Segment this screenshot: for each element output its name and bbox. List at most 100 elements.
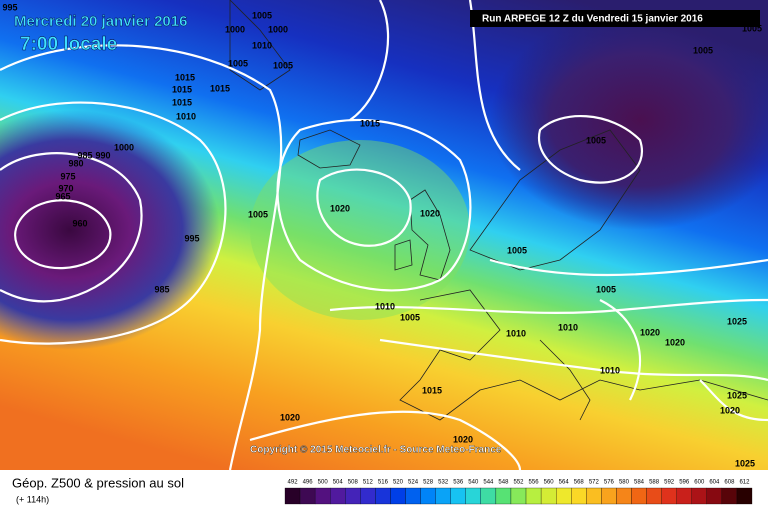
scale-label: 596: [679, 480, 690, 486]
scale-swatch: [330, 487, 346, 505]
isobar-label: 1000: [225, 24, 245, 34]
scale-label: 504: [333, 480, 344, 486]
scale-swatch: [556, 487, 572, 505]
scale-swatch: [736, 487, 753, 505]
scale-label: 496: [303, 480, 314, 486]
scale-swatch: [284, 487, 301, 505]
scale-label: 600: [694, 480, 705, 486]
scale-label: 608: [724, 480, 735, 486]
scale-label: 580: [619, 480, 630, 486]
isobar-label: 1000: [114, 142, 134, 152]
isobar-label: 1005: [742, 23, 762, 33]
isobar-label: 990: [95, 150, 110, 160]
isobar-label: 965: [55, 191, 70, 201]
isobar-label: 1025: [735, 458, 755, 468]
scale-label: 576: [604, 480, 615, 486]
isobar-label: 1020: [420, 208, 440, 218]
scale-swatch: [420, 487, 436, 505]
scale-swatch: [525, 487, 542, 505]
isobar-label: 960: [72, 218, 87, 228]
isobar-label: 1005: [586, 135, 606, 145]
scale-swatch: [691, 487, 707, 505]
isobar-label: 1020: [330, 203, 350, 213]
scale-swatch: [540, 487, 557, 505]
scale-swatch: [299, 487, 316, 505]
scale-swatch: [646, 487, 662, 505]
scale-swatch: [345, 487, 361, 505]
scale-label: 492: [288, 480, 299, 486]
scale-label: 524: [408, 480, 419, 486]
isobar-label: 985: [77, 150, 92, 160]
copyright: Copyright © 2015 Meteociel.fr - Source M…: [250, 445, 502, 456]
isobar-label: 995: [2, 2, 17, 12]
scale-label: 528: [423, 480, 434, 486]
scale-swatch: [510, 487, 527, 505]
scale-swatch: [706, 487, 723, 505]
scale-swatch: [586, 487, 602, 505]
lead-time: (+ 114h): [16, 494, 49, 504]
scale-swatch: [495, 487, 512, 505]
scale-label: 572: [589, 480, 600, 486]
isobar-label: 975: [60, 171, 75, 181]
isobar-label: 1020: [720, 405, 740, 415]
isobar-label: 1000: [268, 24, 288, 34]
scale-swatch: [616, 487, 632, 505]
isobar-label: 1020: [640, 327, 660, 337]
isobars: [0, 0, 768, 470]
run-info: Run ARPEGE 12 Z du Vendredi 15 janvier 2…: [482, 14, 703, 25]
scale-label: 560: [544, 480, 555, 486]
isobar-label: 1010: [506, 328, 526, 338]
low-pressure: [490, 10, 768, 230]
isobar-label: 1015: [210, 83, 230, 93]
scale-label: 584: [634, 480, 645, 486]
isobar-label: 1005: [228, 58, 248, 68]
scale-label: 536: [453, 480, 464, 486]
scale-swatch: [465, 487, 481, 505]
isobar-label: 1010: [252, 40, 272, 50]
scale-label: 604: [709, 480, 720, 486]
scale-swatch: [721, 487, 738, 505]
isobar-label: 1005: [248, 209, 268, 219]
scale-swatch: [360, 487, 376, 505]
isobar-label: 1005: [693, 45, 713, 55]
scale-swatch: [676, 487, 692, 505]
scale-label: 548: [498, 480, 509, 486]
scale-label: 552: [513, 480, 524, 486]
isobar-label: 1010: [176, 111, 196, 121]
isobar-label: 1005: [400, 312, 420, 322]
isobar-label: 1010: [600, 365, 620, 375]
isobar-label: 1005: [507, 245, 527, 255]
isobar-label: 1005: [252, 10, 272, 20]
scale-label: 516: [378, 480, 389, 486]
scale-swatch: [405, 487, 421, 505]
scale-swatch: [450, 487, 466, 505]
isobar-label: 1015: [175, 72, 195, 82]
isobar-label: 1010: [558, 322, 578, 332]
scale-label: 540: [468, 480, 479, 486]
scale-swatch: [631, 487, 647, 505]
scale-label: 520: [393, 480, 404, 486]
isobar-label: 1025: [727, 316, 747, 326]
isobar-label: 1005: [596, 284, 616, 294]
scale-label: 532: [438, 480, 449, 486]
isobar-label: 1015: [422, 385, 442, 395]
scale-label: 544: [483, 480, 494, 486]
high-pressure: [250, 140, 470, 320]
isobar-label: 1025: [727, 390, 747, 400]
scale-swatch: [375, 487, 391, 505]
scale-label: 592: [664, 480, 675, 486]
scale-label: 508: [348, 480, 359, 486]
isobar-label: 1015: [360, 118, 380, 128]
isobar-label: 1015: [172, 97, 192, 107]
scale-label: 512: [363, 480, 374, 486]
scale-label: 588: [649, 480, 660, 486]
isobar-label: 980: [68, 158, 83, 168]
isobar-label: 985: [154, 284, 169, 294]
isobar-label: 995: [184, 233, 199, 243]
color-scale: 492 496 500 504 508 512 516 520 524 528 532 536 540 5…: [284, 480, 753, 505]
scale-swatch: [314, 487, 331, 505]
scale-swatch: [480, 487, 497, 505]
scale-swatch: [661, 487, 677, 505]
isobar-label: 1015: [172, 84, 192, 94]
